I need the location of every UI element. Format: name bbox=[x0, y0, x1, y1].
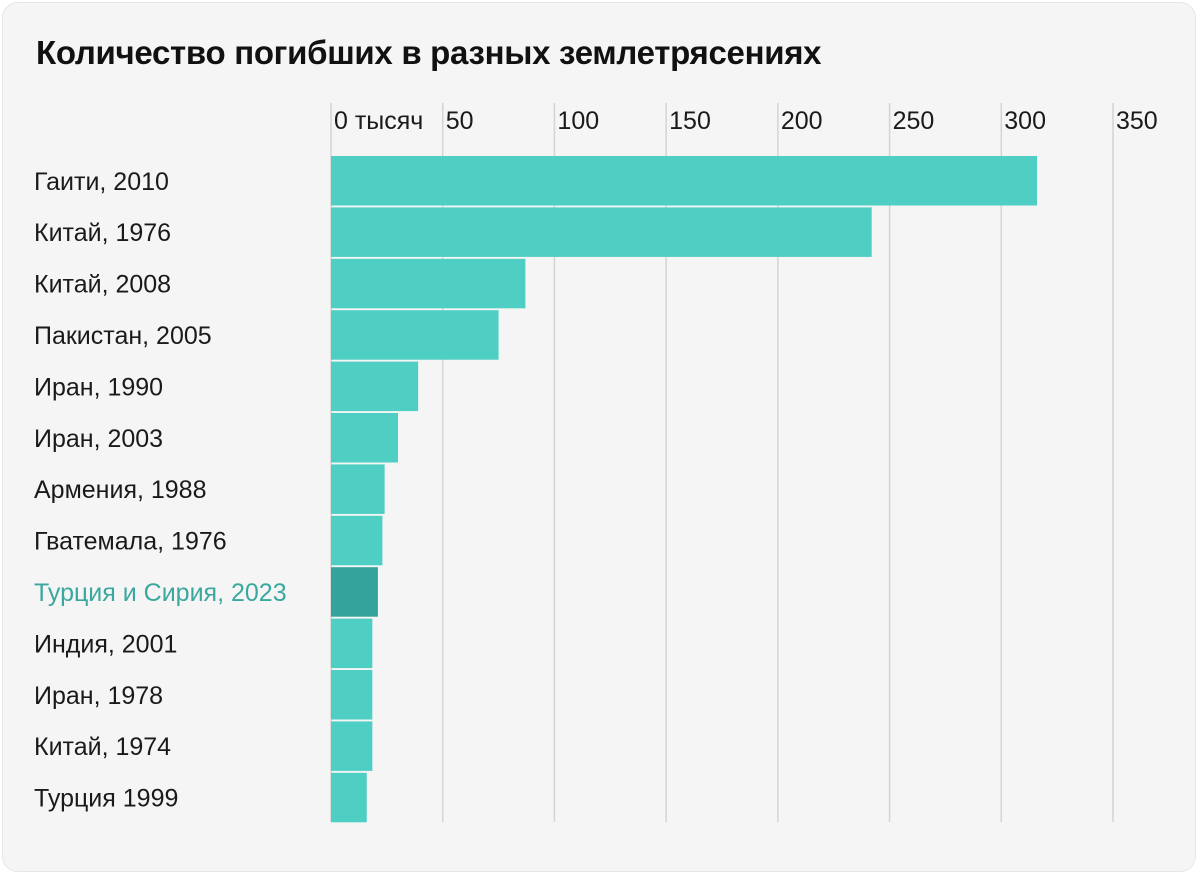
category-label: Иран, 2003 bbox=[34, 425, 163, 453]
x-tick-label: 100 bbox=[557, 107, 599, 135]
category-label: Гаити, 2010 bbox=[34, 168, 169, 196]
bar bbox=[331, 721, 373, 771]
category-label: Гватемала, 1976 bbox=[34, 528, 227, 556]
x-tick-label: 300 bbox=[1004, 107, 1046, 135]
category-label: Турция и Сирия, 2023 bbox=[34, 579, 287, 607]
x-tick-label: 0 тысяч bbox=[334, 107, 423, 135]
bar bbox=[331, 670, 373, 720]
x-tick-label: 350 bbox=[1116, 107, 1158, 135]
bar bbox=[331, 618, 373, 669]
x-tick-label: 200 bbox=[781, 107, 823, 135]
bar bbox=[331, 413, 399, 463]
chart-title: Количество погибших в разных землетрясен… bbox=[36, 34, 822, 71]
x-tick-label: 150 bbox=[669, 107, 711, 135]
bar bbox=[331, 156, 1038, 206]
x-tick-label: 250 bbox=[893, 107, 935, 135]
bar bbox=[331, 310, 499, 360]
category-label: Турция 1999 bbox=[34, 785, 178, 813]
category-label: Китай, 2008 bbox=[34, 271, 171, 299]
category-label: Иран, 1978 bbox=[34, 682, 163, 710]
bar bbox=[331, 515, 383, 566]
bar bbox=[331, 464, 385, 514]
bar bbox=[331, 772, 367, 823]
bar bbox=[331, 567, 378, 617]
category-label: Армения, 1988 bbox=[34, 476, 207, 504]
category-label: Индия, 2001 bbox=[34, 630, 177, 658]
x-tick-label: 50 bbox=[446, 107, 474, 135]
bar bbox=[331, 361, 419, 412]
category-label: Иран, 1990 bbox=[34, 373, 163, 401]
category-label: Китай, 1976 bbox=[34, 219, 171, 247]
bar bbox=[331, 207, 872, 257]
category-label: Китай, 1974 bbox=[34, 733, 171, 761]
category-label: Пакистан, 2005 bbox=[34, 322, 212, 350]
bar bbox=[331, 258, 526, 309]
